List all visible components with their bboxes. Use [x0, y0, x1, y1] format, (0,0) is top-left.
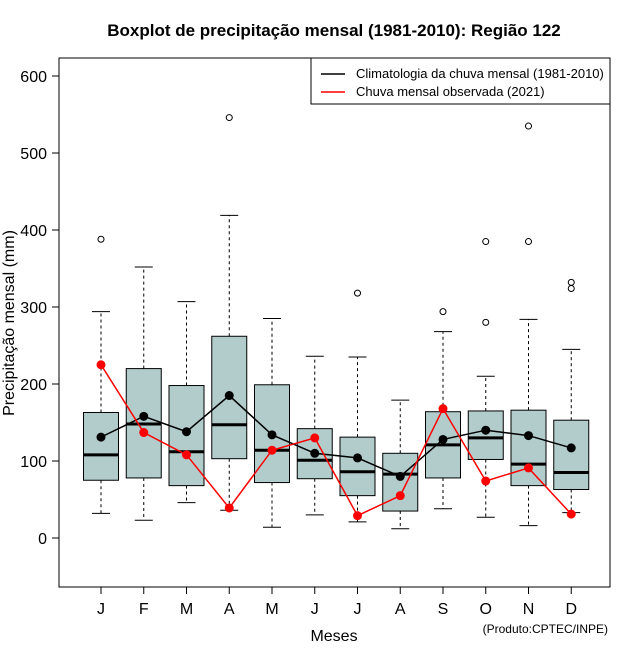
series-point — [353, 511, 362, 521]
y-axis: 0 100 200 300 400 500 600 — [20, 69, 60, 548]
series-line — [100, 394, 572, 478]
legend-label-climatology: Climatologia da chuva mensal (1981-2010) — [356, 66, 604, 81]
x-tick-label: D — [565, 601, 577, 618]
box-iqr — [339, 436, 376, 497]
series-point — [139, 428, 149, 438]
series-point — [224, 391, 234, 401]
outlier-point — [482, 318, 490, 326]
legend-box — [310, 57, 611, 105]
series-point — [96, 360, 106, 370]
x-tick-label: A — [224, 601, 235, 618]
series-climatology — [96, 391, 576, 481]
series-point — [310, 433, 320, 443]
x-tick-label: A — [395, 601, 406, 618]
box-f-2 — [125, 266, 162, 521]
y-tick-label: 100 — [20, 454, 47, 471]
x-tick-label: J — [311, 601, 319, 618]
x-tick-label: M — [180, 601, 193, 618]
outlier-point — [97, 235, 105, 243]
outlier-point — [482, 238, 490, 246]
outlier-point — [525, 122, 532, 130]
box-n-11 — [510, 122, 547, 527]
outlier-point — [354, 289, 361, 297]
box-iqr — [510, 409, 547, 487]
series-observed — [96, 360, 576, 521]
series-point — [438, 434, 448, 444]
y-tick-label: 500 — [20, 146, 47, 163]
boxes-layer — [83, 114, 590, 530]
x-tick-label: J — [97, 601, 105, 618]
x-tick-label: O — [480, 601, 492, 618]
series-point — [267, 445, 277, 455]
box-iqr — [382, 452, 419, 512]
outlier-point — [567, 285, 575, 293]
chart-title: Boxplot de precipitação mensal (1981-201… — [107, 21, 561, 40]
series-point — [566, 443, 576, 453]
series-point — [182, 427, 191, 437]
outlier-point — [439, 308, 447, 316]
box-iqr — [553, 419, 590, 490]
y-tick-label: 200 — [20, 377, 47, 394]
y-tick-label: 300 — [20, 300, 47, 317]
box-o-10 — [467, 238, 504, 518]
x-axis-title: Meses — [310, 628, 357, 645]
x-tick-label: M — [265, 601, 278, 618]
box-d-12 — [553, 278, 590, 514]
series-point — [438, 404, 448, 414]
box-m-3 — [168, 301, 205, 504]
box-a-4 — [211, 114, 248, 511]
plot-frame — [58, 57, 611, 588]
box-iqr — [83, 411, 119, 481]
x-tick-label: J — [354, 601, 362, 618]
series-point — [224, 503, 234, 513]
outlier-point — [525, 238, 532, 246]
x-tick-label: F — [139, 601, 149, 618]
box-j-1 — [83, 235, 119, 514]
series-point — [524, 463, 533, 473]
series-point — [310, 448, 320, 458]
legend-label-observed: Chuva mensal observada (2021) — [356, 84, 545, 99]
legend: Climatologia da chuva mensal (1981-2010)… — [310, 57, 611, 105]
y-tick-label: 0 — [38, 531, 47, 548]
series-layer — [96, 360, 576, 521]
series-point — [139, 411, 149, 421]
outlier-point — [225, 114, 233, 122]
box-iqr — [467, 410, 504, 460]
series-point — [481, 425, 491, 435]
x-tick-label: N — [523, 601, 535, 618]
series-point — [267, 430, 277, 440]
y-tick-label: 600 — [20, 69, 47, 86]
outlier-point — [567, 278, 575, 286]
series-point — [395, 471, 405, 481]
series-point — [353, 453, 362, 463]
series-point — [96, 432, 106, 442]
series-point — [481, 476, 491, 486]
y-axis-title: Precipitação mensal (mm) — [1, 230, 18, 416]
credit-label: (Produto:CPTEC/INPE) — [483, 622, 608, 636]
series-point — [395, 491, 405, 501]
x-tick-label: S — [438, 601, 449, 618]
series-line — [100, 364, 572, 517]
box-a-8 — [382, 399, 419, 530]
series-point — [182, 450, 191, 460]
series-point — [524, 431, 533, 441]
box-j-7 — [339, 289, 376, 523]
series-point — [566, 509, 576, 519]
y-tick-label: 400 — [20, 223, 47, 240]
